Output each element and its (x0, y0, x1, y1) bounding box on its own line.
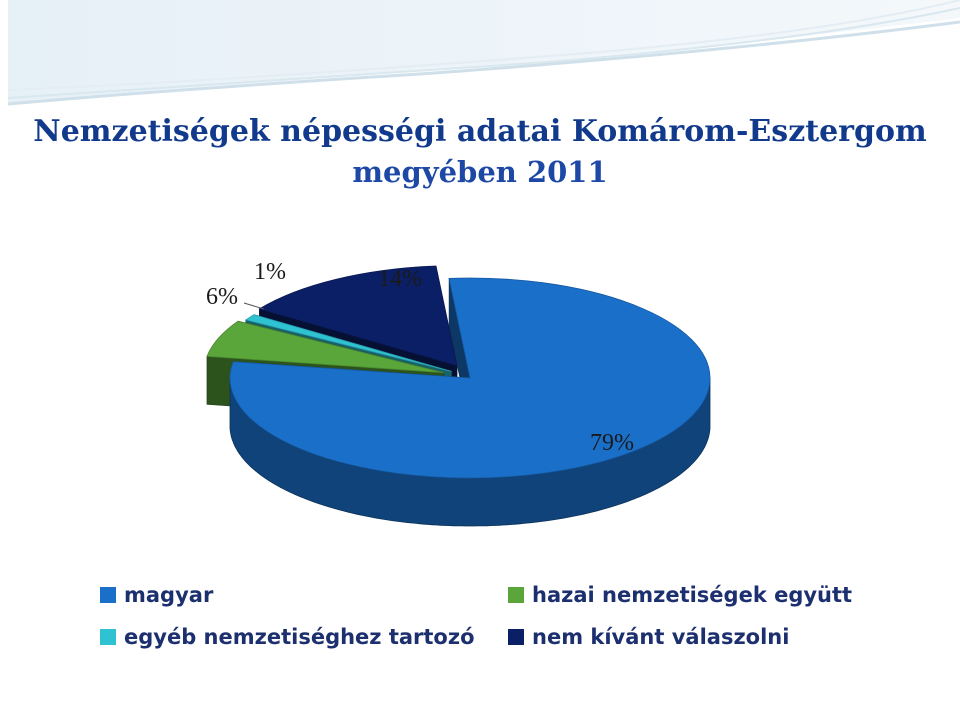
pie-slices (206, 265, 711, 527)
chart-title-line-2: megyében 2011 (352, 155, 608, 189)
pie-slice-magyar (229, 277, 711, 479)
legend-item-0: magyar (100, 583, 213, 607)
legend-swatch (100, 587, 116, 603)
legend-label: egyéb nemzetiséghez tartozó (124, 625, 475, 649)
legend-swatch (508, 587, 524, 603)
chart-legend: magyar hazai nemzetiségek együtt egyéb nem… (100, 583, 920, 663)
legend-swatch (508, 629, 524, 645)
pie-label-2: 1% (254, 259, 286, 285)
legend-label: hazai nemzetiségek együtt (532, 583, 853, 607)
legend-item-2: egyéb nemzetiséghez tartozó (100, 625, 475, 649)
legend-label: magyar (124, 583, 214, 607)
pie-label-3: 14% (378, 266, 422, 292)
pie-leader-line-1 (243, 302, 265, 310)
header-wave-banner (0, 0, 960, 110)
legend-label: nem kívánt válaszolni (532, 625, 790, 649)
pie-slice-nem-kívánt-válaszolni (258, 265, 458, 367)
legend-item-3: nem kívánt válaszolni (508, 625, 789, 649)
legend-swatch (100, 629, 116, 645)
pie-slice-hazai-nemzetiségek-együtt (206, 320, 444, 374)
pie-label-0: 79% (590, 430, 634, 456)
chart-title-line-1: Nemzetiségek népességi adatai Komárom-Es… (33, 114, 927, 149)
legend-item-1: hazai nemzetiségek együtt (508, 583, 852, 607)
pie-label-1: 6% (206, 284, 238, 310)
chart-title: Nemzetiségek népességi adatai Komárom-Es… (0, 112, 960, 192)
pie-slice-egyéb-nemzetiséghez-tartozó (244, 314, 452, 372)
pie-labels: 79% 6% 1% 14% (206, 259, 634, 456)
